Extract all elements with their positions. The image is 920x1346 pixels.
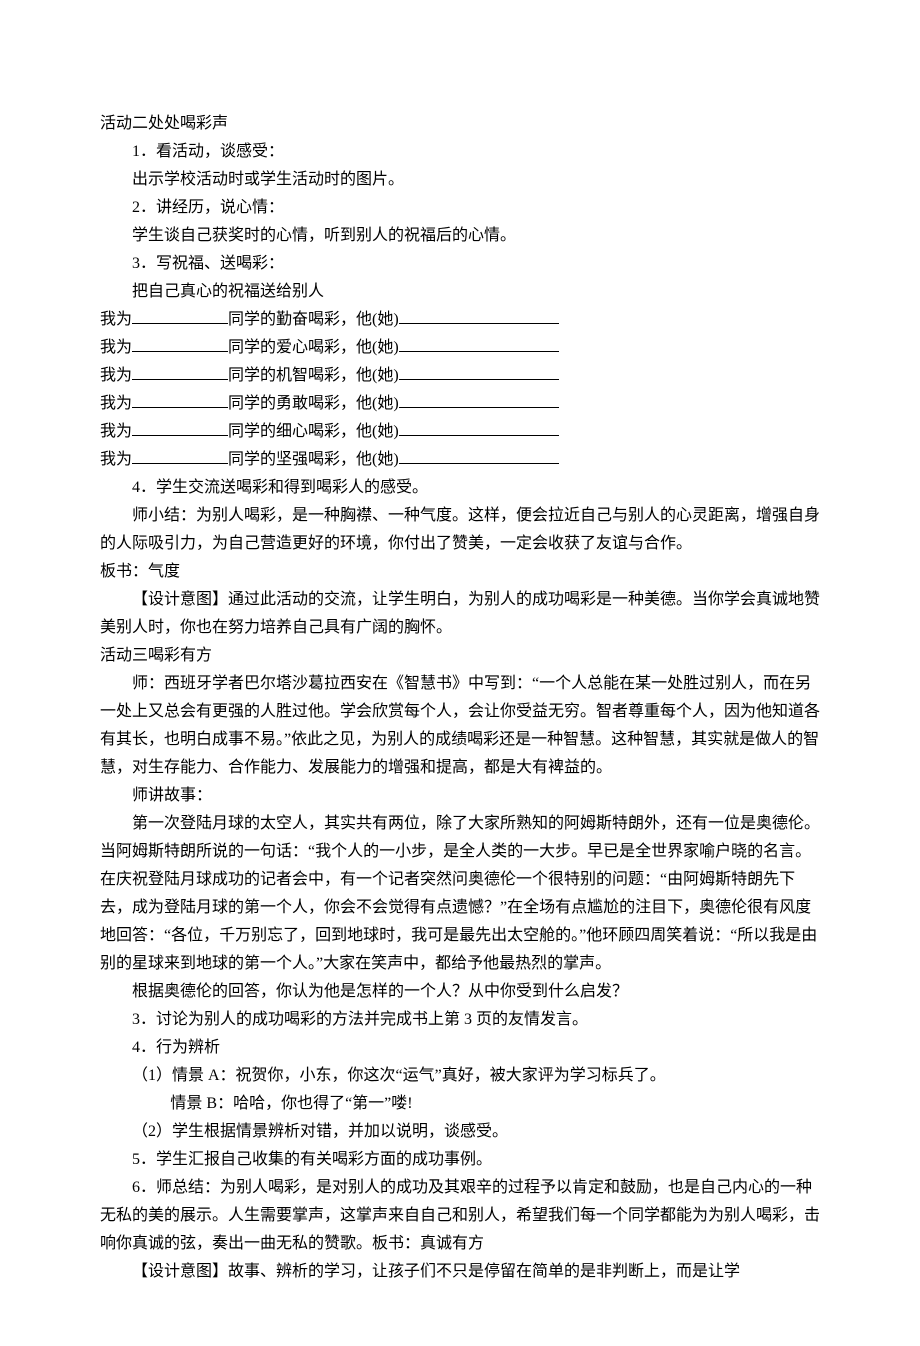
body-text: （1）情景 A：祝贺你，小东，你这次“运气”真好，被大家评为学习标兵了。 [100,1062,820,1090]
document-page: 活动二处处喝彩声 1．看活动，谈感受： 出示学校活动时或学生活动时的图片。 2．… [0,0,920,1346]
blank-input[interactable] [399,421,559,436]
teacher-summary: 师小结：为别人喝彩，是一种胸襟、一种气度。这样，便会拉近自己与别人的心灵距离，增… [100,502,820,558]
blank-input[interactable] [399,337,559,352]
fill-line: 我为 同学的勤奋喝彩，他(她) [100,306,820,334]
body-text: 学生谈自己获奖时的心情，听到别人的祝福后的心情。 [100,222,820,250]
fill-line: 我为 同学的坚强喝彩，他(她) [100,446,820,474]
section-heading: 4．学生交流送喝彩和得到喝彩人的感受。 [100,474,820,502]
body-text: 师讲故事： [100,782,820,810]
body-text: 6．师总结：为别人喝彩，是对别人的成功及其艰辛的过程予以肯定和鼓励，也是自己内心… [100,1174,820,1258]
body-text: 把自己真心的祝福送给别人 [100,278,820,306]
fill-mid: 同学的爱心喝彩，他(她) [228,339,399,356]
fill-mid: 同学的机智喝彩，他(她) [228,367,399,384]
blank-input[interactable] [399,365,559,380]
fill-mid: 同学的勤奋喝彩，他(她) [228,311,399,328]
blank-input[interactable] [399,309,559,324]
fill-prefix: 我为 [100,395,132,412]
body-text: 5．学生汇报自己收集的有关喝彩方面的成功事例。 [100,1146,820,1174]
body-text: 出示学校活动时或学生活动时的图片。 [100,166,820,194]
section-heading: 3．写祝福、送喝彩： [100,250,820,278]
activity2-title: 活动二处处喝彩声 [100,110,820,138]
design-intent: 【设计意图】通过此活动的交流，让学生明白，为别人的成功喝彩是一种美德。当你学会真… [100,586,820,642]
blank-input[interactable] [132,393,228,408]
fill-line: 我为 同学的细心喝彩，他(她) [100,418,820,446]
body-text: 情景 B：哈哈，你也得了“第一”喽! [100,1090,820,1118]
blank-input[interactable] [399,449,559,464]
fill-prefix: 我为 [100,423,132,440]
activity3-title: 活动三喝彩有方 [100,642,820,670]
blank-input[interactable] [132,337,228,352]
fill-prefix: 我为 [100,339,132,356]
fill-prefix: 我为 [100,451,132,468]
body-text: 3．讨论为别人的成功喝彩的方法并完成书上第 3 页的友情发言。 [100,1006,820,1034]
blank-input[interactable] [132,309,228,324]
blank-input[interactable] [132,449,228,464]
fill-line: 我为 同学的机智喝彩，他(她) [100,362,820,390]
body-text: （2）学生根据情景辨析对错，并加以说明，谈感受。 [100,1118,820,1146]
fill-mid: 同学的勇敢喝彩，他(她) [228,395,399,412]
fill-line: 我为 同学的爱心喝彩，他(她) [100,334,820,362]
body-text: 第一次登陆月球的太空人，其实共有两位，除了大家所熟知的阿姆斯特朗外，还有一位是奥… [100,810,820,978]
section-heading: 2．讲经历，说心情： [100,194,820,222]
blank-input[interactable] [399,393,559,408]
body-text: 4．行为辨析 [100,1034,820,1062]
body-text: 师：西班牙学者巴尔塔沙葛拉西安在《智慧书》中写到：“一个人总能在某一处胜过别人，… [100,670,820,782]
blank-input[interactable] [132,365,228,380]
fill-prefix: 我为 [100,367,132,384]
design-intent: 【设计意图】故事、辨析的学习，让孩子们不只是停留在简单的是非判断上，而是让学 [100,1258,820,1286]
body-text: 根据奥德伦的回答，你认为他是怎样的一个人？从中你受到什么启发？ [100,978,820,1006]
fill-mid: 同学的坚强喝彩，他(她) [228,451,399,468]
fill-prefix: 我为 [100,311,132,328]
fill-line: 我为 同学的勇敢喝彩，他(她) [100,390,820,418]
board-note: 板书：气度 [100,558,820,586]
section-heading: 1．看活动，谈感受： [100,138,820,166]
blank-input[interactable] [132,421,228,436]
fill-mid: 同学的细心喝彩，他(她) [228,423,399,440]
